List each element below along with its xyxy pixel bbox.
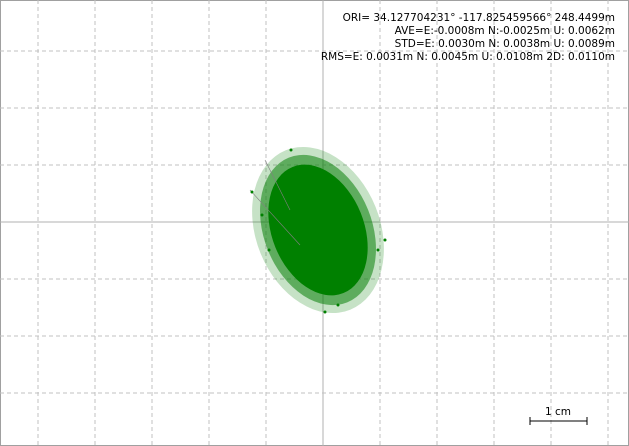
point [250, 190, 254, 194]
point [323, 310, 327, 314]
track-line [249, 189, 301, 246]
scale-label: 1 cm [545, 406, 571, 418]
stat-line: ORI= 34.127704231° -117.825459566° 248.4… [343, 12, 615, 24]
point [289, 148, 293, 152]
cloud-core [268, 164, 368, 296]
stat-line: RMS=E: 0.0031m N: 0.0045m U: 0.0108m 2D:… [321, 51, 615, 63]
point [267, 248, 271, 252]
point [336, 303, 340, 307]
stats: ORI= 34.127704231° -117.825459566° 248.4… [321, 12, 615, 63]
stat-line: AVE=E:-0.0008m N:-0.0025m U: 0.0062m [395, 25, 615, 37]
point [383, 238, 387, 242]
stat-line: STD=E: 0.0030m N: 0.0038m U: 0.0089m [395, 38, 615, 50]
scale-bar: 1 cm [529, 406, 588, 425]
point [260, 213, 264, 217]
track-line [264, 159, 291, 211]
point-cloud [249, 146, 387, 314]
point [376, 248, 380, 252]
